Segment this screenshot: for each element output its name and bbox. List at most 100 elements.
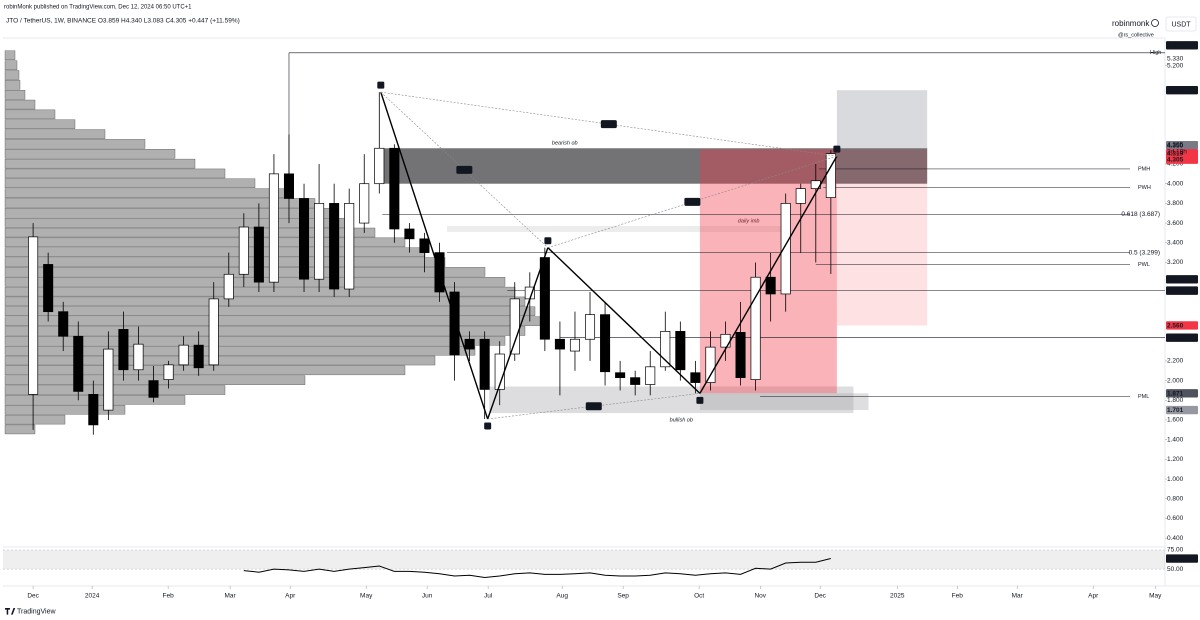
level-label: 0.5 (3.299) — [1129, 249, 1160, 256]
entry-band — [699, 393, 869, 411]
candle-body — [509, 298, 520, 355]
y-tick-label: 2.200 — [1167, 358, 1184, 365]
candle-body — [539, 257, 550, 340]
candle-body — [283, 173, 295, 199]
candle-body — [675, 331, 686, 371]
volume-profile-row — [4, 149, 176, 159]
candle-body — [464, 338, 475, 350]
candle-body — [178, 344, 189, 366]
candle-body — [344, 203, 355, 290]
candle-body — [735, 332, 746, 378]
y-tick-label: 0.400 — [1167, 535, 1184, 542]
zone-label: daily imb — [738, 218, 760, 224]
x-tick-label: Mar — [1012, 593, 1024, 600]
currency-button[interactable] — [1165, 16, 1197, 32]
candle-body — [299, 198, 310, 280]
y-tick-label: 0.600 — [1167, 515, 1184, 522]
volume-profile-row — [4, 198, 316, 208]
volume-profile-row — [4, 70, 20, 80]
x-tick-label: 2025 — [890, 593, 905, 600]
ratio-badge — [585, 402, 602, 411]
x-tick-label: Feb — [952, 593, 964, 600]
y-tick-label: 5.200 — [1167, 62, 1184, 69]
high-line-price: 5.330 — [1167, 55, 1184, 62]
price-badge — [1166, 333, 1198, 342]
target-zone — [836, 90, 928, 150]
author-logo — [1151, 19, 1159, 27]
candle-body — [374, 147, 385, 185]
rsi-badge-text: 63.82 — [1167, 556, 1184, 563]
volume-profile-row — [4, 178, 256, 189]
volume-profile-row — [4, 296, 526, 307]
volume-profile-row — [4, 365, 406, 376]
volume-profile-row — [4, 257, 446, 267]
candle-body — [585, 314, 596, 340]
currency-label: USDT — [1171, 21, 1191, 28]
volume-profile-row — [4, 119, 76, 129]
volume-profile-row — [4, 424, 36, 435]
x-tick-label: Apr — [1088, 593, 1099, 600]
level-label: PWH — [1138, 185, 1151, 191]
candle-body — [193, 344, 204, 369]
symbol-line: JTO / TetherUS, 1W, BINANCE O3.859 H4.34… — [6, 18, 240, 25]
rsi-band — [3, 550, 1165, 570]
volume-profile-row — [4, 139, 146, 149]
brand-name: TradingView — [17, 608, 56, 615]
candle-body — [389, 147, 400, 230]
volume-profile-row — [4, 247, 426, 257]
pattern-leg — [547, 247, 701, 394]
volume-profile-row — [4, 237, 406, 248]
volume-profile-row — [4, 168, 226, 179]
price-badge — [1166, 41, 1198, 50]
volume-profile-row — [4, 345, 476, 356]
y-tick-label: 0.800 — [1167, 495, 1184, 502]
ratio-badge — [456, 165, 473, 174]
brand-logo — [5, 608, 16, 615]
x-tick-label: Dec — [27, 593, 39, 600]
price-badge-text: 4.319 — [1167, 150, 1184, 157]
y-tick-label: 3.400 — [1167, 239, 1184, 246]
candle-body — [404, 228, 415, 240]
point-badge — [377, 81, 385, 89]
price-badge-text: 4.350 — [1167, 142, 1184, 149]
volume-profile-row — [4, 385, 226, 395]
candle-body — [329, 203, 340, 290]
candle-body — [765, 276, 776, 295]
candle-body — [103, 348, 114, 411]
ratio-badge — [600, 120, 617, 129]
point-label: A — [486, 424, 490, 430]
y-tick-label: 1.000 — [1167, 476, 1184, 483]
y-tick-label: 1.200 — [1167, 456, 1184, 463]
volume-profile-row — [4, 326, 526, 336]
current-price-badge-text: 4.305 — [1167, 157, 1184, 164]
x-tick-label: Apr — [285, 593, 296, 600]
y-tick-label: 3.600 — [1167, 220, 1184, 227]
order-block — [382, 148, 928, 184]
y-tick-label: 3.200 — [1167, 259, 1184, 266]
candle-body — [118, 329, 129, 371]
price-badge-text: 2.436 — [1167, 335, 1184, 342]
price-badge-text: 1.871 — [1167, 390, 1184, 397]
order-block — [447, 226, 791, 232]
x-tick-label: Mar — [225, 593, 237, 600]
candle-body — [660, 331, 671, 368]
candle-body — [133, 343, 144, 371]
candle-body — [645, 366, 656, 385]
candle-body — [148, 380, 159, 398]
candle-body — [359, 183, 370, 224]
author: robinmonk — [1112, 19, 1150, 28]
candle-body — [720, 333, 731, 348]
point-label: D — [835, 147, 839, 153]
volume-profile-row — [4, 80, 21, 90]
volume-profile-row — [4, 316, 546, 326]
candle-body — [479, 338, 490, 390]
candle-body — [163, 364, 174, 380]
x-tick-label: May — [1149, 593, 1162, 600]
volume-profile-row — [4, 99, 36, 110]
stop-zone-extension — [836, 149, 928, 326]
volume-profile-row — [4, 217, 346, 228]
price-badge-text: 5.335 — [1167, 42, 1184, 49]
candle-body — [705, 346, 716, 383]
candle-body — [208, 298, 219, 366]
